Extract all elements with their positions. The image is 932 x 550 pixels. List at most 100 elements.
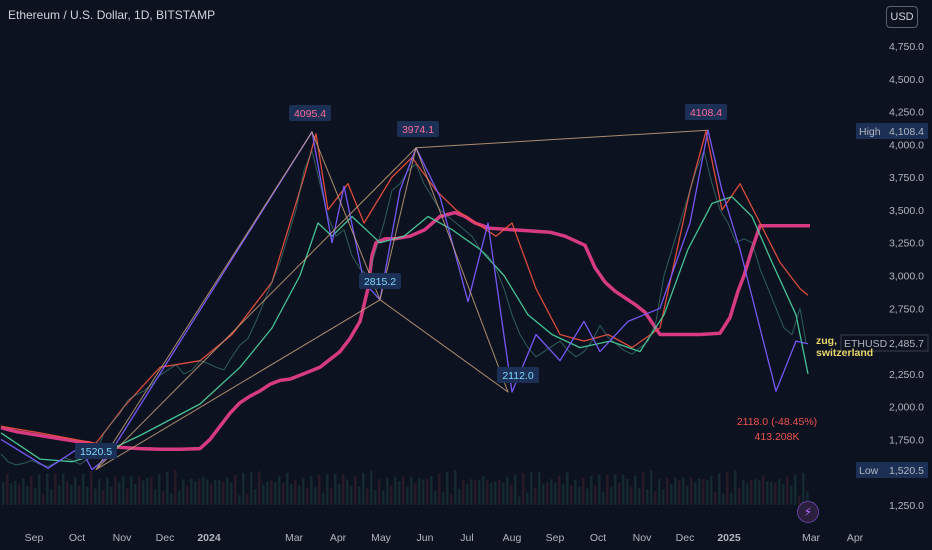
volume-bar [786,476,789,505]
volume-bar [638,487,641,505]
location-label-line2: switzerland [816,347,873,359]
volume-bar [586,488,589,505]
volume-bar [290,484,293,505]
volume-bar [574,479,577,505]
volume-bar [554,482,557,505]
volume-bar [770,482,773,505]
pivot-labels: 1520.5 4095.4 2815.2 3974.1 2112.0 4108.4 [75,104,727,459]
volume-bar [74,476,77,505]
volume-bar [182,479,185,505]
volume-bar [58,484,61,505]
volume-bar [226,477,229,505]
lower-band-series [0,196,809,463]
volume-bar [678,479,681,505]
volume-bar [78,485,81,505]
volume-bar [802,473,805,505]
x-tick-label: May [371,532,392,544]
volume-bar [374,489,377,505]
volume-bar [178,490,181,505]
volume-bar [430,476,433,505]
volume-bar [642,472,645,505]
volume-bar [322,492,325,505]
volume-bar [746,483,749,505]
currency-button[interactable]: USD [886,6,918,28]
volume-bar [506,476,509,505]
volume-bar [18,484,21,505]
volume-bar [522,473,525,505]
volume-bar [118,482,121,505]
volume-bar [510,484,513,505]
volume-bar [122,476,125,505]
volume-bar [254,489,257,505]
volume-bar [422,479,425,505]
chart-title: Ethereum / U.S. Dollar, 1D, BITSTAMP [8,8,216,22]
x-tick-label: Nov [633,532,652,544]
location-label-line1: zug, [816,335,837,347]
volume-bar [538,471,541,505]
volume-bar [402,476,405,505]
volume-bar [194,481,197,505]
volume-bar [342,474,345,505]
volume-bar [706,479,709,505]
volume-bar [630,486,633,505]
svg-text:1,520.5: 1,520.5 [889,465,924,477]
y-tick-label: 1,750.0 [889,434,924,446]
volume-bar [466,484,469,505]
volume-bar [474,480,477,505]
volume-bar [622,475,625,505]
volume-bar [794,474,797,505]
pivot-label: 2815.2 [359,273,401,289]
y-tick-label: 2,000.0 [889,402,924,414]
volume-bar [378,479,381,505]
volume-bar [282,482,285,505]
price-markers: High 4,108.4 ETHUSD 2,485.7 Low 1,520.5 [840,123,929,478]
svg-text:4095.4: 4095.4 [294,108,326,120]
volume-bar [46,473,49,505]
volume-bar [326,473,329,505]
volume-bar [334,473,337,505]
zigzag-series [0,129,809,471]
volume-bar [114,476,117,505]
volume-bar [238,495,241,505]
volume-bar [610,486,613,505]
volume-bar [90,470,93,505]
volume-bar [514,474,517,505]
volume-bar [266,481,269,505]
volume-bar [190,478,193,505]
volume-bar [550,479,553,505]
volume-bar [674,477,677,505]
volume-bar [310,476,313,505]
volume-bar [658,479,661,505]
volume-bar [438,473,441,505]
lightning-icon[interactable]: ⚡ [797,501,819,523]
y-tick-label: 3,000.0 [889,271,924,283]
volume-bar [650,470,653,505]
volume-bar [406,487,409,505]
volume-bar [38,474,41,505]
volume-bar [390,485,393,505]
volume-bar [778,478,781,505]
volume-bar [34,487,37,505]
x-tick-label: Oct [590,532,606,544]
x-tick-label: Sep [25,532,44,544]
price-line [0,150,807,467]
price-series [0,150,807,467]
volume-bar [582,477,585,505]
volume-bar [30,476,33,505]
volume-bar [302,477,305,505]
volume-bar [98,479,101,505]
volume-bar [394,476,397,505]
volume-bar [330,488,333,505]
volume-bar [66,480,69,505]
y-tick-label: 4,000.0 [889,139,924,151]
volume-bar [70,484,73,505]
pivot-label: 2112.0 [497,367,539,383]
y-tick-label: 3,750.0 [889,172,924,184]
volume-bar [410,476,413,505]
svg-text:4,108.4: 4,108.4 [889,126,924,138]
volume-bar [754,479,757,505]
volume-bar [338,483,341,505]
volume-bar [730,492,733,505]
volume-bar [398,481,401,505]
